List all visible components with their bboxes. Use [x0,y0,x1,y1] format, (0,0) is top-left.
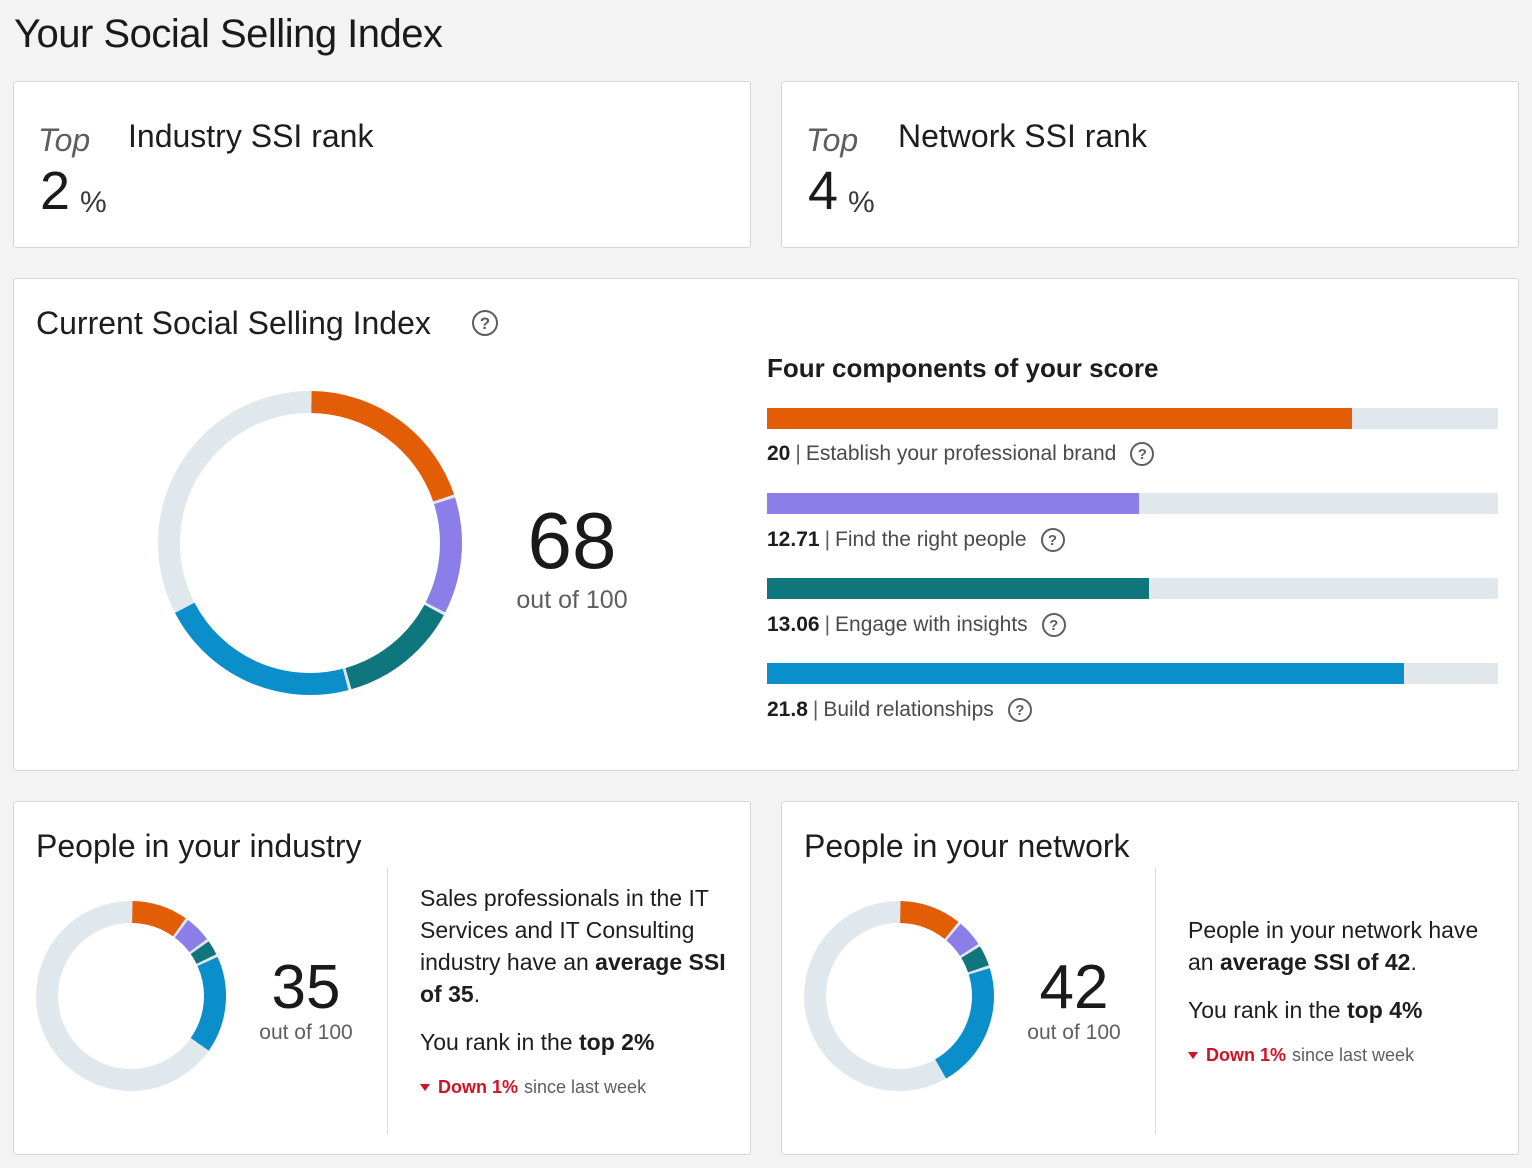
industry-people-ring-segment-people [174,920,207,953]
component-insights-help-icon[interactable]: ? [1041,613,1066,637]
industry-people-rank: You rank in the top 2% [420,1026,730,1058]
industry-people-desc-text: Sales professionals in the IT Services a… [420,885,709,975]
component-people-label: 12.71 | Find the right people ? [767,528,1065,552]
current-ssi-ring-segment-relationships [174,602,349,695]
industry-people-desc-end: . [473,981,481,1007]
industry-people-score: 35 [271,953,341,1022]
current-ssi-ring [158,391,462,695]
network-people-description: People in your network have an average S… [1188,914,1506,978]
industry-rank-value: 2 [40,161,71,221]
industry-people-trend-period: since last week [524,1077,647,1097]
down-arrow-icon [420,1084,430,1091]
component-bar-relationships-fill [767,663,1405,684]
network-people-ring-segment-insights [961,946,989,973]
component-bar-brand [767,408,1498,429]
industry-people-trend-value: Down 1% [438,1077,519,1097]
component-people-separator: | [824,528,831,551]
industry-rank-card: Top Industry SSI rank 2 % [13,81,751,248]
component-bar-people-fill [767,493,1139,514]
component-relationships-value: 21.8 [767,698,808,721]
current-ssi-title: Current Social Selling Index [36,305,431,341]
network-people-rank: You rank in the top 4% [1188,994,1506,1026]
component-brand-text: Establish your professional brand [805,442,1117,465]
component-bar-people [767,493,1498,514]
component-brand-value: 20 [767,442,791,465]
network-people-desc-bold: average SSI of 42 [1219,949,1411,975]
component-people-text: Find the right people [835,528,1027,551]
component-bar-insights [767,578,1498,599]
components-heading: Four components of your score [767,353,1159,383]
component-brand-help-icon[interactable]: ? [1130,442,1155,466]
network-people-desc-end: . [1410,949,1417,975]
network-people-desc-text: People in your network have an [1188,917,1479,975]
network-rank-label: Network SSI rank [898,118,1147,154]
industry-people-trend-down: Down 1% [420,1077,518,1098]
industry-rank-top-label: Top [38,122,91,158]
network-people-trend-down: Down 1% [1188,1045,1286,1066]
network-people-rank-text: You rank in the [1188,997,1347,1023]
network-people-score: 42 [1039,953,1109,1022]
down-arrow-icon [1188,1052,1198,1059]
industry-people-ring-segment-relationships [190,956,226,1051]
network-people-title: People in your network [804,828,1130,864]
component-bar-brand-fill [767,408,1352,429]
component-relationships-help-icon[interactable]: ? [1007,698,1032,722]
component-people-help-icon[interactable]: ? [1040,528,1065,552]
component-relationships-separator: | [812,698,819,721]
network-people-divider [1155,868,1156,1134]
page-title: Your Social Selling Index [14,12,443,56]
industry-people-ring-segment-insights [190,941,217,965]
network-people-rank-bold: top 4% [1347,997,1423,1023]
component-brand-label: 20 | Establish your professional brand ? [767,442,1155,466]
network-people-trend-value: Down 1% [1206,1045,1287,1065]
industry-people-description: Sales professionals in the IT Services a… [420,882,730,1010]
component-insights-label: 13.06 | Engage with insights ? [767,613,1066,637]
network-people-trend: Down 1% since last week [1188,1045,1414,1066]
component-insights-separator: | [824,613,831,636]
current-ssi-help-icon[interactable]: ? [472,310,498,336]
network-people-out-of: out of 100 [1027,1021,1121,1044]
current-ssi-card: Current Social Selling Index ? 68 out of… [13,278,1519,771]
network-rank-value: 4 [808,161,839,221]
industry-people-rank-bold: top 2% [579,1029,655,1055]
network-people-card: People in your network 42 out of 100 Peo… [781,801,1519,1155]
component-bar-relationships [767,663,1498,684]
current-ssi-out-of: out of 100 [516,586,628,614]
current-ssi-score: 68 [527,496,617,585]
industry-people-trend: Down 1% since last week [420,1077,646,1098]
industry-people-ring [36,901,226,1091]
industry-people-title: People in your industry [36,828,362,864]
current-ssi-ring-segment-insights [345,604,444,690]
network-rank-card: Top Network SSI rank 4 % [781,81,1519,248]
component-brand-separator: | [795,442,801,465]
current-ssi-ring-segment-people [425,497,462,613]
network-people-ring-segment-people [946,923,979,957]
industry-people-desc-bold: average SSI of 35 [420,949,726,1007]
industry-people-rank-text: You rank in the [420,1029,579,1055]
industry-rank-label: Industry SSI rank [128,118,374,154]
industry-people-out-of: out of 100 [259,1021,353,1044]
component-insights-value: 13.06 [767,613,820,636]
component-bar-insights-fill [767,578,1149,599]
component-people-value: 12.71 [767,528,820,551]
industry-people-ring-segment-brand [131,901,186,937]
industry-people-divider [387,868,388,1134]
industry-people-card: People in your industry 35 out of 100 Sa… [13,801,751,1155]
component-relationships-label: 21.8 | Build relationships ? [767,698,1032,722]
industry-rank-unit: % [80,186,107,219]
network-people-ring-segment-relationships [934,968,994,1079]
network-people-ring-segment-brand [899,901,959,940]
network-rank-unit: % [848,186,875,219]
network-people-ring [804,901,994,1091]
component-insights-text: Engage with insights [835,613,1028,636]
network-rank-top-label: Top [806,122,859,158]
network-people-trend-period: since last week [1292,1045,1415,1065]
component-relationships-text: Build relationships [823,698,994,721]
current-ssi-ring-segment-brand [311,391,455,502]
